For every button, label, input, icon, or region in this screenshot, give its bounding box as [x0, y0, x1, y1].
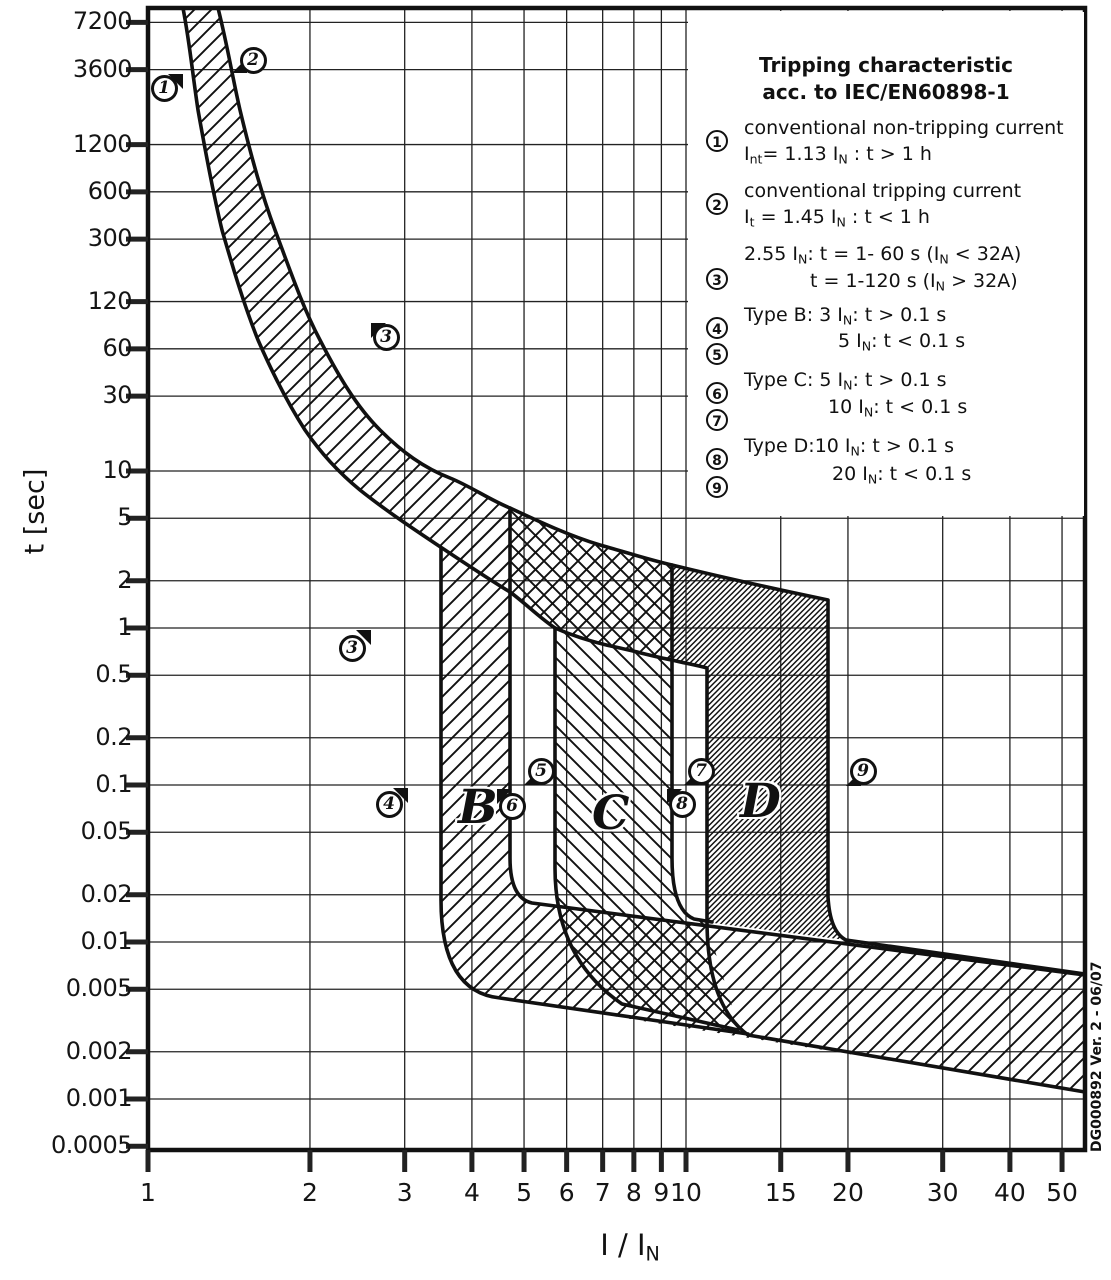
x-tick-label: 8 — [625, 1178, 642, 1207]
x-axis-title: I / IN — [600, 1228, 660, 1266]
type-c-left-edge — [553, 626, 740, 1032]
y-tick-label: 0.2 — [95, 722, 132, 751]
legend-item-text: Type C: 5 IN: t > 0.1 s — [744, 369, 947, 393]
curve-marker-number: 6 — [498, 792, 526, 820]
y-tick-label: 0.1 — [95, 770, 132, 798]
x-tick-label: 30 — [926, 1178, 959, 1207]
x-tick-label: 10 — [670, 1178, 702, 1207]
type-c-band-region — [510, 508, 740, 1031]
legend-item-number: 9 — [706, 476, 728, 498]
x-tick-label: 6 — [558, 1178, 575, 1207]
legend-item-number: 8 — [706, 448, 728, 470]
upper-tripping-limit-curve — [216, 6, 1087, 976]
curve-marker-number: 9 — [849, 757, 877, 785]
y-tick-label: 0.01 — [80, 927, 133, 955]
x-tick-label: 4 — [463, 1178, 480, 1207]
legend-item-number: 3 — [706, 268, 728, 290]
axis-ticks — [126, 19, 1065, 1172]
x-tick-label: 5 — [516, 1178, 532, 1207]
legend-item-text: 5 IN: t < 0.1 s — [838, 330, 966, 354]
type-b-letter: B — [458, 780, 498, 835]
curve-marker-number: 3 — [338, 634, 366, 662]
x-tick-label: 20 — [832, 1178, 864, 1207]
curve-marker-number: 2 — [239, 46, 267, 74]
x-tick-label: 1 — [140, 1178, 156, 1207]
y-tick-label: 2 — [117, 565, 132, 594]
legend-item-text: Int= 1.13 IN : t > 1 h — [744, 143, 932, 167]
curve-marker-number: 8 — [668, 790, 696, 818]
x-tick-label: 3 — [396, 1178, 413, 1207]
legend-item-text: conventional non-tripping current — [744, 117, 1064, 139]
y-tick-label: 3600 — [72, 54, 133, 83]
type-b-left-edge — [439, 546, 750, 1036]
legend-item-text: 20 IN: t < 0.1 s — [832, 463, 972, 487]
legend-item-number: 1 — [706, 130, 728, 152]
y-tick-label: 600 — [87, 176, 133, 205]
legend-item-number: 4 — [706, 317, 728, 339]
y-tick-label: 7200 — [72, 7, 133, 36]
legend-item-number: 2 — [706, 193, 728, 215]
y-tick-label: 1200 — [72, 129, 133, 158]
type-d-band-region — [672, 565, 846, 940]
x-tick-label: 40 — [994, 1178, 1026, 1207]
document-number-watermark: DG000892 Ver. 2 - 06/07 — [1089, 961, 1105, 1152]
legend-item-text: It = 1.45 IN : t < 1 h — [744, 206, 930, 230]
y-tick-label: 0.05 — [80, 817, 133, 846]
curve-marker-number: 1 — [150, 74, 178, 102]
y-tick-label: 0.001 — [65, 1084, 133, 1112]
type-b-right-edge — [508, 506, 1087, 977]
type-c-letter: C — [592, 786, 630, 841]
legend-item-text: Type D:10 IN: t > 0.1 s — [744, 435, 954, 459]
legend-title: Tripping characteristic acc. to IEC/EN60… — [688, 52, 1084, 106]
x-tick-label: 15 — [764, 1178, 797, 1207]
y-tick-label: 30 — [102, 381, 132, 410]
y-tick-label: 60 — [102, 333, 132, 362]
y-tick-label: 10 — [102, 456, 132, 484]
y-tick-label: 0.5 — [95, 660, 132, 689]
legend-item-number: 6 — [706, 382, 728, 404]
legend-title-line2: acc. to IEC/EN60898-1 — [762, 80, 1010, 104]
legend-item-text: 2.55 IN: t = 1- 60 s (IN < 32A) — [744, 243, 1022, 267]
legend-item-number: 7 — [706, 409, 728, 431]
type-d-letter: D — [740, 774, 781, 829]
x-tick-label: 2 — [302, 1178, 318, 1207]
legend-item-text: conventional tripping current — [744, 180, 1022, 202]
x-tick-label: 50 — [1046, 1178, 1078, 1207]
curve-marker-number: 7 — [687, 757, 715, 785]
curve-marker-number: 3 — [372, 323, 400, 351]
legend-item-number: 5 — [706, 343, 728, 365]
legend-title-line1: Tripping characteristic — [759, 53, 1013, 77]
curve-marker-number: 5 — [527, 757, 555, 785]
legend-item-text: Type B: 3 IN: t > 0.1 s — [744, 304, 947, 328]
x-tick-label: 7 — [594, 1178, 611, 1207]
lower-non-tripping-limit-curve — [181, 6, 1087, 1094]
y-tick-label: 1 — [117, 613, 132, 641]
y-axis-title: t [sec] — [19, 468, 51, 555]
x-tick-label: 9 — [653, 1178, 670, 1207]
legend-item-text: 10 IN: t < 0.1 s — [828, 396, 968, 420]
y-tick-label: 300 — [87, 224, 133, 253]
y-tick-label: 0.005 — [65, 974, 133, 1003]
y-tick-label: 0.002 — [65, 1036, 133, 1065]
y-tick-label: 5 — [117, 503, 132, 532]
type-c-right-edge — [670, 563, 714, 924]
y-tick-label: 0.02 — [80, 879, 133, 908]
curve-marker-number: 4 — [375, 790, 403, 818]
y-tick-label: 0.0005 — [51, 1131, 132, 1160]
legend-item-text: t = 1-120 s (IN > 32A) — [810, 270, 1018, 294]
legend-box: Tripping characteristic acc. to IEC/EN60… — [688, 12, 1084, 516]
y-tick-label: 120 — [87, 286, 133, 315]
